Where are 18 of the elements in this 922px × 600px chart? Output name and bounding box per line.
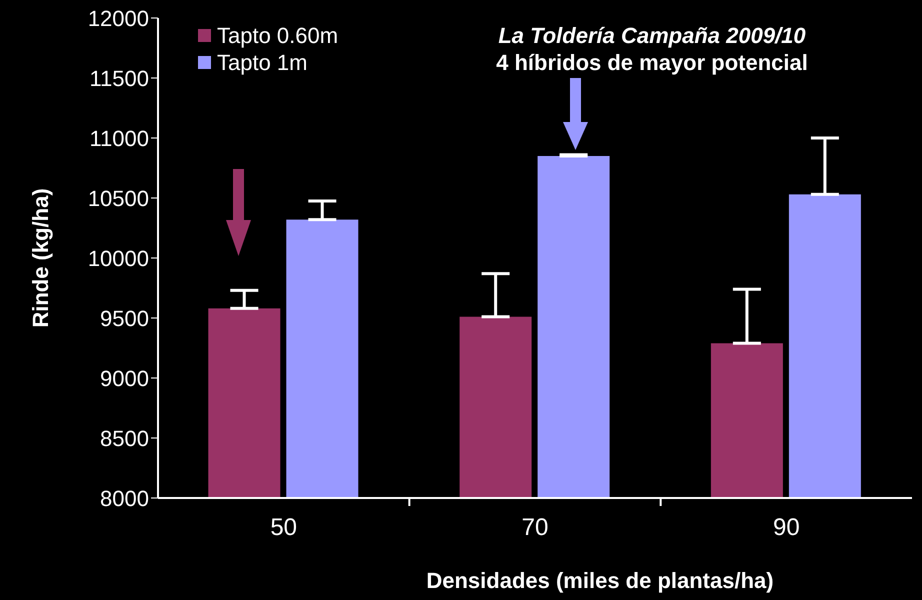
y-tick-label: 11500	[89, 66, 149, 91]
chart-title: La Toldería Campaña 2009/10	[497, 22, 807, 49]
x-tick-label: 50	[270, 514, 298, 542]
x-tick-label: 70	[522, 514, 548, 542]
y-axis-title: Rinde (kg/ha)	[28, 188, 53, 328]
y-tick-label: 10500	[88, 186, 149, 211]
y-tick-label: 11000	[89, 126, 149, 151]
y-tick-label: 12000	[88, 6, 149, 31]
text: 4 híbridos de mayor potencial	[495, 49, 809, 76]
x-axis-title: Densidades (miles de plantas/ha)	[426, 568, 774, 593]
y-tick-label: 8500	[100, 426, 149, 451]
y-tick-label: 9000	[100, 366, 149, 391]
y-tick-label: 10000	[88, 246, 149, 271]
y-tick-label: 9500	[100, 306, 149, 331]
legend-label: Tapto 1m	[217, 49, 308, 76]
legend-label: Tapto 0.60m	[217, 22, 338, 49]
y-tick-label: 8000	[100, 486, 149, 511]
x-tick-label: 90	[772, 514, 800, 542]
